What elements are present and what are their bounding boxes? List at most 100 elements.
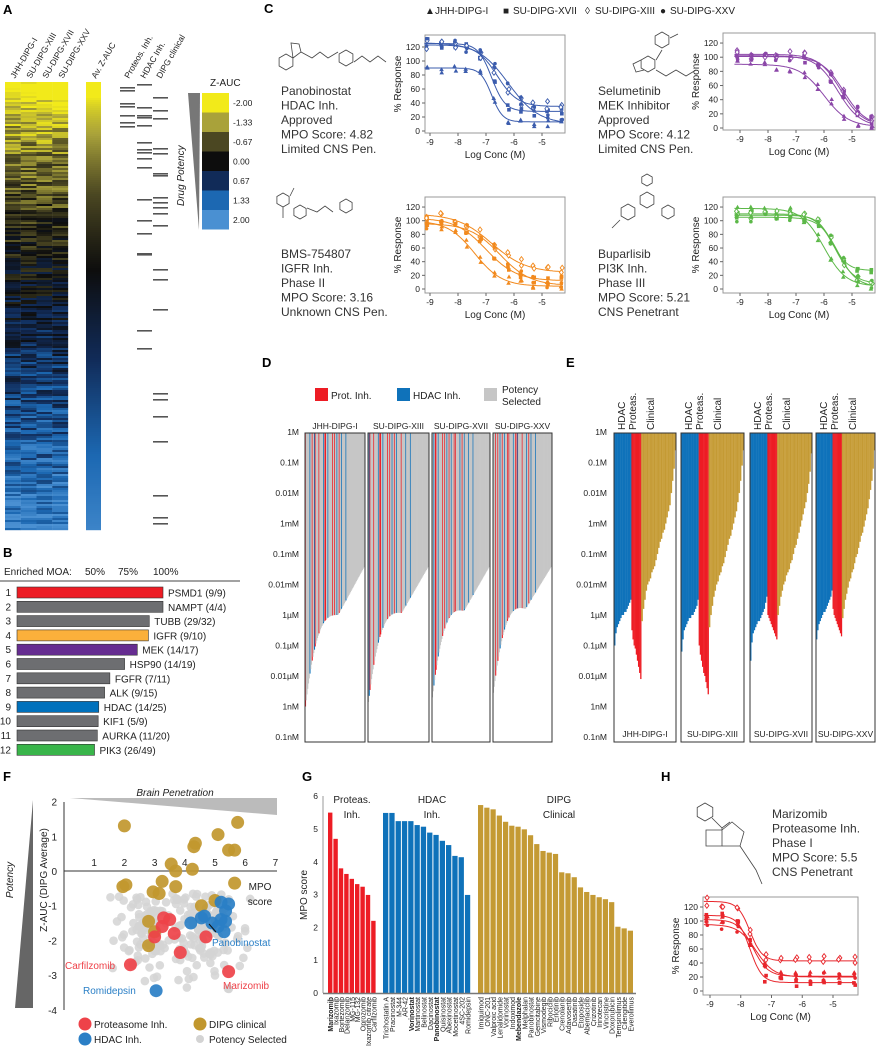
drug-potency-bar [526,433,528,607]
drug-potency-bar [454,433,456,612]
moa-bar [16,672,111,685]
class-column-header: Proteas. [695,393,706,430]
heatmap-cell [36,492,53,495]
drug-potency-bar [362,433,364,571]
x-axis-label: Log Conc (M) [769,310,830,321]
heatmap-cell [5,452,21,455]
hdac-bar [692,433,694,615]
heatmap-cell [52,138,69,141]
square-marker [735,919,740,923]
heatmap-cell [36,332,53,335]
heatmap-cell [5,386,21,389]
diamond-marker [801,211,807,218]
average-cell [86,246,101,249]
drug-potency-bar [457,433,459,611]
heatmap-cell [52,228,69,231]
heatmap-cell [5,352,21,355]
proteasome-bar [639,433,641,673]
drug-info-line: MPO Score: 4.82 [281,128,373,142]
heatmap-cell [36,138,53,141]
drug-info-line: IGFR Inh. [281,262,333,276]
potency-selected-point [219,945,228,955]
potency-panel [367,432,430,743]
average-cell [86,218,101,221]
heatmap-cell [52,238,69,241]
heatmap-cell [36,314,53,317]
x-tick-label: -7 [792,297,800,307]
average-cell [86,458,101,461]
axis-tick-label: 50% [85,567,105,578]
proteasome-bar [640,433,642,680]
mpo-bar [602,899,609,993]
heatmap-cell [52,486,69,489]
heatmap-cell [5,230,21,233]
average-cell [86,426,101,429]
heatmap-cell [52,142,69,145]
legend-marker-icon: ■ [503,6,509,17]
drug-potency-bar [338,433,340,613]
drug-name-label: ONC-201 [485,997,492,1027]
heatmap-cell [5,506,21,509]
average-cell [86,420,101,423]
drug-name-label: Quisinostat [440,997,447,1032]
legend-marker-icon: ▲ [425,6,435,17]
drug-potency-bar [415,433,417,589]
heatmap-cell [5,282,21,285]
moa-bar [16,715,99,728]
average-cell [86,222,101,225]
marizomib-structure-icon [696,802,763,885]
dipg_clinical-track-mark [153,207,168,209]
triangle-marker [855,123,861,128]
drug-potency-bar [353,433,355,586]
proteasome-bar [632,433,634,640]
circle-marker [465,223,469,227]
hdac-bar [761,433,763,615]
average-cell [86,518,101,521]
dipg_clinical-track-mark [153,309,168,311]
ring [278,53,294,71]
drug-potency-bar [352,433,354,589]
drug-potency-bar [483,433,485,577]
heatmap-cell [5,460,21,463]
heatmap-cell [36,326,53,329]
drug-potency-bar [344,433,346,604]
average-cell [86,398,101,401]
heatmap-cell [36,114,53,117]
drug-potency-bar [370,433,372,685]
heatmap-cell [52,520,69,523]
average-cell [86,512,101,515]
average-cell [86,212,101,215]
average-cell [86,178,101,181]
average-cell [86,272,101,275]
average-cell [86,250,101,253]
drug-potency-bar [518,433,520,609]
legend-label: SU-DIPG-XIII [595,6,655,17]
heatmap-cell [5,252,21,255]
heatmap-cell [20,290,37,293]
y-tick-label: 5 [313,824,318,834]
heatmap-cell [36,174,53,177]
y-tick-label: 120 [704,38,718,48]
drug-potency-bar [549,433,551,570]
moa-bar [16,615,150,627]
heatmap-cell [5,210,21,213]
drug-potency-bar [525,433,527,609]
average-cell [86,378,101,381]
x-tick-label: 3 [152,858,158,869]
drug-potency-bar [339,433,341,612]
heatmap-cell [20,202,37,205]
circle-marker [464,50,468,54]
heatmap-cell [5,234,21,237]
circle-marker [424,43,429,48]
heatmap-cell [20,414,37,417]
drug-potency-bar [524,433,526,609]
mpo-bar [360,886,365,993]
average-cell [86,286,101,289]
heatmap-cell [36,346,53,349]
y-tick-label: 0.1M [280,458,299,468]
heatmap-cell [36,272,53,275]
legend-label: DIPG clinical [209,1020,266,1031]
drug-potency-bar [341,433,343,609]
